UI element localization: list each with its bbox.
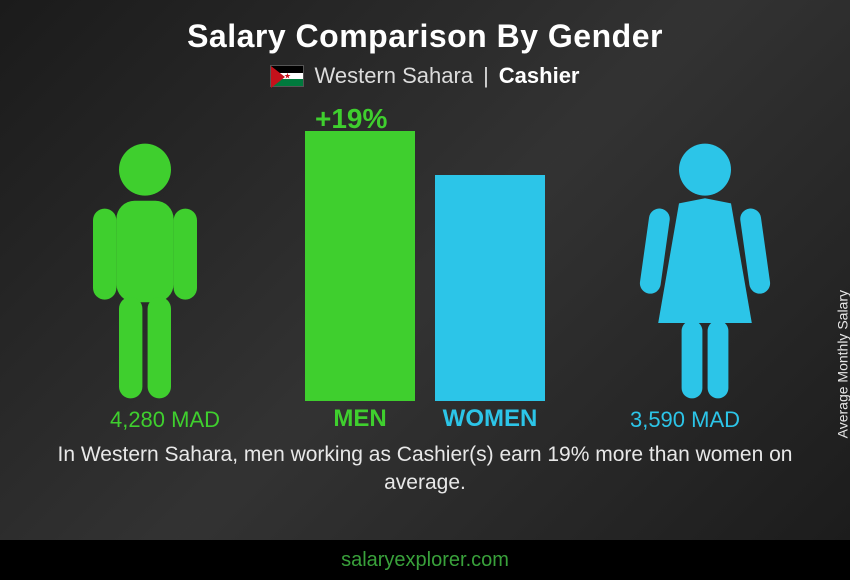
flag-icon: ★ bbox=[270, 65, 304, 87]
male-icon bbox=[75, 141, 215, 401]
chart-area: +19% MEN WOMEN 4,280 MAD 3,590 MAD bbox=[65, 103, 785, 433]
footer-bar: salaryexplorer.com bbox=[0, 540, 850, 580]
female-icon bbox=[635, 141, 775, 401]
page-title: Salary Comparison By Gender bbox=[187, 18, 663, 55]
y-axis-label: Average Monthly Salary bbox=[834, 290, 850, 438]
job-label: Cashier bbox=[499, 63, 580, 89]
subtitle-row: ★ Western Sahara | Cashier bbox=[270, 63, 579, 89]
country-label: Western Sahara bbox=[314, 63, 473, 89]
bar-label-men: MEN bbox=[305, 405, 415, 433]
bar-men bbox=[305, 131, 415, 401]
caption-text: In Western Sahara, men working as Cashie… bbox=[45, 441, 805, 498]
salary-men: 4,280 MAD bbox=[65, 407, 265, 433]
salary-women: 3,590 MAD bbox=[585, 407, 785, 433]
separator: | bbox=[483, 63, 489, 89]
infographic-content: Salary Comparison By Gender ★ Western Sa… bbox=[0, 0, 850, 580]
footer-text: salaryexplorer.com bbox=[341, 549, 509, 572]
bar-women bbox=[435, 175, 545, 401]
bar-label-women: WOMEN bbox=[435, 405, 545, 433]
